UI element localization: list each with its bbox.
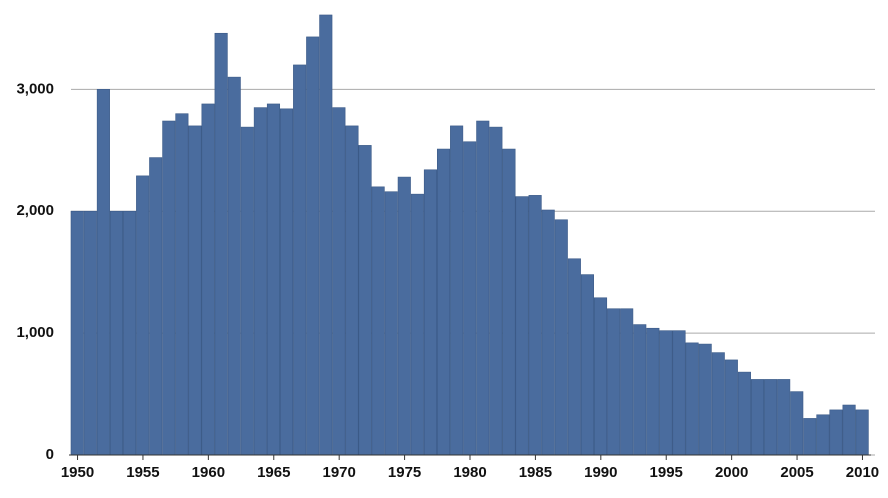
- bar: [319, 14, 333, 456]
- x-tick-label: 1965: [257, 464, 290, 481]
- bar: [83, 210, 97, 456]
- bar: [855, 409, 869, 456]
- y-tick-label: 3,000: [16, 80, 54, 97]
- bar: [659, 330, 673, 456]
- bar: [750, 379, 765, 456]
- bar: [646, 327, 660, 456]
- bar: [711, 352, 725, 456]
- bar: [162, 120, 176, 456]
- bar: [280, 108, 294, 456]
- bar: [123, 210, 137, 456]
- bar: [816, 414, 830, 456]
- bar: [96, 89, 110, 456]
- x-tick-label: 1995: [650, 464, 683, 481]
- bar: [515, 196, 529, 456]
- bar: [136, 175, 150, 456]
- bar: [724, 359, 738, 456]
- x-tick-label: 1960: [192, 464, 225, 481]
- bar: [803, 418, 817, 456]
- bar: [580, 274, 594, 456]
- x-tick-label: 1985: [519, 464, 552, 481]
- bar: [109, 210, 124, 456]
- bar: [436, 148, 451, 456]
- bar: [737, 371, 751, 456]
- x-tick-label: 2005: [780, 464, 813, 481]
- bar: [227, 76, 241, 456]
- bar: [423, 169, 437, 456]
- bar: [777, 379, 791, 456]
- bar: [70, 210, 84, 456]
- bar: [672, 330, 686, 456]
- bar: [149, 157, 163, 456]
- bar: [528, 195, 542, 456]
- bar: [633, 324, 647, 456]
- bar: [685, 342, 699, 456]
- bar: [345, 125, 359, 456]
- bar: [502, 148, 516, 456]
- bar: [764, 379, 778, 456]
- bar: [293, 64, 307, 456]
- bar: [790, 391, 804, 456]
- bar: [201, 103, 215, 456]
- bar: [450, 125, 464, 456]
- bar: [384, 191, 398, 456]
- bar: [306, 36, 320, 456]
- bar: [567, 258, 581, 456]
- bar: [266, 103, 281, 456]
- bar: [829, 409, 843, 456]
- bar: [397, 176, 411, 456]
- bar: [188, 125, 202, 456]
- bar: [607, 308, 621, 456]
- bar: [842, 404, 856, 456]
- bar: [620, 308, 634, 456]
- bar: [593, 297, 608, 456]
- x-tick-label: 1970: [322, 464, 355, 481]
- bar: [175, 113, 189, 456]
- y-tick-label: 0: [46, 446, 54, 463]
- bar: [371, 186, 385, 456]
- x-tick-label: 1980: [453, 464, 486, 481]
- bar: [410, 193, 424, 456]
- bar: [476, 120, 490, 456]
- x-tick-label: 1975: [388, 464, 421, 481]
- bar: [463, 141, 477, 456]
- bar: [240, 126, 254, 456]
- bar: [253, 107, 267, 456]
- x-tick-label: 1955: [126, 464, 159, 481]
- bar: [214, 32, 228, 456]
- y-tick-label: 1,000: [16, 324, 54, 341]
- x-tick-label: 2010: [846, 464, 879, 481]
- bar: [541, 209, 555, 456]
- x-tick-label: 1990: [584, 464, 617, 481]
- bar: [489, 126, 503, 456]
- y-tick-label: 2,000: [16, 202, 54, 219]
- x-tick-label: 2000: [715, 464, 748, 481]
- bar: [554, 219, 568, 456]
- bar: [332, 107, 346, 456]
- bar: [698, 343, 712, 456]
- bar: [358, 145, 372, 456]
- x-tick-label: 1950: [61, 464, 94, 481]
